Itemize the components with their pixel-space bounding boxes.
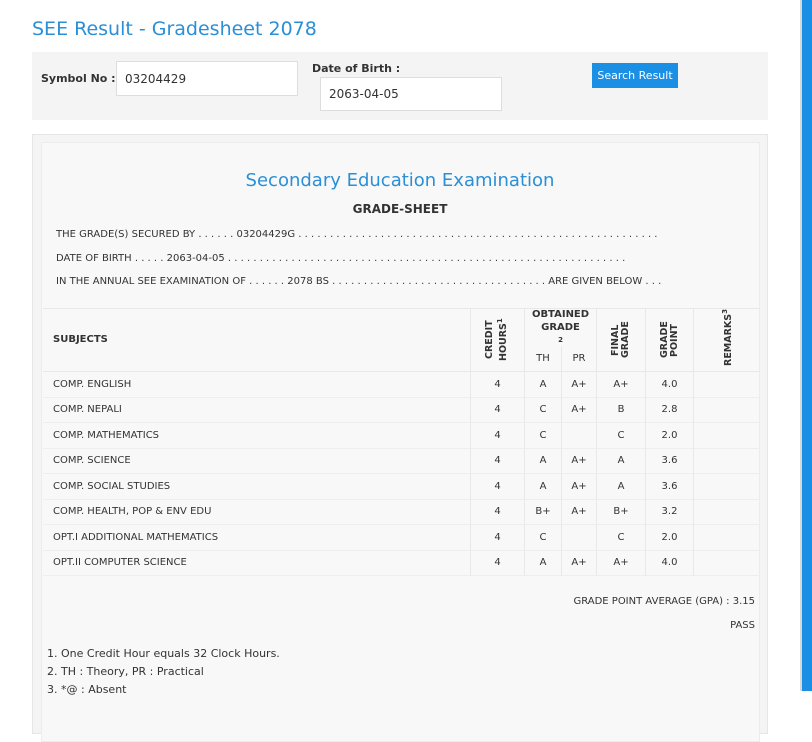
- header-text: GRADE POINT: [658, 321, 680, 358]
- grade-cell: [562, 423, 597, 449]
- note: 2. TH : Theory, PR : Practical: [47, 665, 204, 678]
- grade-cell: A+: [562, 474, 597, 500]
- subject-cell: COMP. SCIENCE: [43, 448, 471, 474]
- grade-cell: 2.8: [646, 397, 694, 423]
- subject-cell: COMP. MATHEMATICS: [43, 423, 471, 449]
- symbol-input[interactable]: 03204429: [116, 61, 298, 96]
- grade-cell: A+: [562, 550, 597, 576]
- grade-cell: [694, 398, 760, 423]
- grade-cell: C: [525, 397, 562, 423]
- grade-cell: [694, 449, 760, 474]
- subject-cell: COMP. NEPALI: [43, 397, 471, 423]
- grade-cell: A: [525, 474, 562, 500]
- subject-cell: COMP. SOCIAL STUDIES: [43, 474, 471, 500]
- header-cell: PR: [562, 346, 597, 372]
- grade-cell: C: [597, 423, 646, 449]
- grade-cell: [694, 372, 760, 398]
- grade-cell: A: [525, 550, 562, 576]
- result: PASS: [730, 620, 755, 631]
- grade-cell: 2.0: [646, 525, 694, 551]
- superscript: 3: [720, 308, 729, 314]
- info-line: DATE OF BIRTH . . . . . 2063-04-05 . . .…: [56, 253, 626, 264]
- info-line: THE GRADE(S) SECURED BY . . . . . . 0320…: [56, 229, 658, 240]
- page-title: SEE Result - Gradesheet 2078: [32, 18, 317, 40]
- grade-cell: [694, 500, 760, 525]
- subject-cell: OPT.II COMPUTER SCIENCE: [43, 550, 471, 576]
- grade-cell: [562, 525, 597, 551]
- grade-cell: A: [597, 448, 646, 474]
- subject-cell: COMP. HEALTH, POP & ENV EDU: [43, 499, 471, 525]
- grade-cell: A: [525, 372, 562, 398]
- grade-cell: 2.0: [646, 423, 694, 449]
- info-line: IN THE ANNUAL SEE EXAMINATION OF . . . .…: [56, 276, 662, 287]
- grade-cell: B: [597, 397, 646, 423]
- grade-cell: [694, 525, 760, 551]
- grade-cell: 4: [471, 372, 525, 398]
- grade-cell: 3.2: [646, 499, 694, 525]
- note: 3. *@ : Absent: [47, 683, 127, 696]
- sheet-title: Secondary Education Examination: [245, 170, 555, 191]
- grade-cell: A+: [562, 448, 597, 474]
- header-text: REMARKS3: [720, 308, 735, 366]
- grade-cell: A+: [597, 372, 646, 398]
- table-line: [43, 308, 760, 309]
- grade-cell: 4: [471, 423, 525, 449]
- subject-cell: OPT.I ADDITIONAL MATHEMATICS: [43, 525, 471, 551]
- header-cell: GRADE POINT: [646, 308, 694, 372]
- grade-table: SUBJECTS CREDIT HOURS1 OBTAINED GRADE 2 TH PR…: [43, 308, 760, 576]
- grade-cell: A+: [597, 550, 646, 576]
- grade-cell: A+: [562, 397, 597, 423]
- grade-cell: C: [597, 525, 646, 551]
- grade-cell: 3.6: [646, 474, 694, 500]
- grade-cell: 4: [471, 397, 525, 423]
- search-button[interactable]: Search Result: [592, 63, 678, 88]
- grade-cell: 4: [471, 474, 525, 500]
- grade-cell: 4: [471, 499, 525, 525]
- grade-cell: C: [525, 525, 562, 551]
- gpa: GRADE POINT AVERAGE (GPA) : 3.15: [573, 596, 755, 607]
- grade-cell: A+: [562, 372, 597, 398]
- grade-cell: 4: [471, 550, 525, 576]
- grade-cell: [694, 423, 760, 449]
- header-cell: FINAL GRADE: [597, 308, 646, 372]
- grade-cell: B+: [525, 499, 562, 525]
- header-text: FINAL GRADE: [610, 321, 631, 358]
- subject-cell: COMP. ENGLISH: [43, 372, 471, 398]
- grade-cell: 3.6: [646, 448, 694, 474]
- dob-input[interactable]: 2063-04-05: [320, 77, 502, 111]
- dob-label: Date of Birth :: [312, 62, 401, 75]
- scrollbar[interactable]: [800, 0, 812, 691]
- header-cell: REMARKS3: [694, 308, 760, 372]
- note: 1. One Credit Hour equals 32 Clock Hours…: [47, 647, 280, 660]
- header-text: CREDIT HOURS1: [484, 317, 510, 361]
- grade-cell: 4.0: [646, 550, 694, 576]
- grade-cell: A: [597, 474, 646, 500]
- grade-cell: C: [525, 423, 562, 449]
- grade-cell: 4.0: [646, 372, 694, 398]
- grade-cell: A: [525, 448, 562, 474]
- header-cell: OBTAINED GRADE 2: [525, 308, 597, 346]
- header-cell: CREDIT HOURS1: [471, 308, 525, 372]
- grade-cell: 4: [471, 525, 525, 551]
- header-cell: SUBJECTS: [43, 308, 471, 372]
- grade-cell: B+: [597, 499, 646, 525]
- superscript: 2: [558, 335, 563, 344]
- grade-cell: A+: [562, 499, 597, 525]
- grade-cell: 4: [471, 448, 525, 474]
- symbol-label: Symbol No :: [41, 72, 116, 85]
- header-cell: TH: [525, 346, 562, 372]
- grade-cell: [694, 551, 760, 576]
- sheet-subtitle: GRADE-SHEET: [352, 202, 448, 216]
- page: SEE Result - Gradesheet 2078 Symbol No :…: [32, 0, 812, 742]
- grade-cell: [694, 474, 760, 500]
- superscript: 1: [496, 317, 505, 323]
